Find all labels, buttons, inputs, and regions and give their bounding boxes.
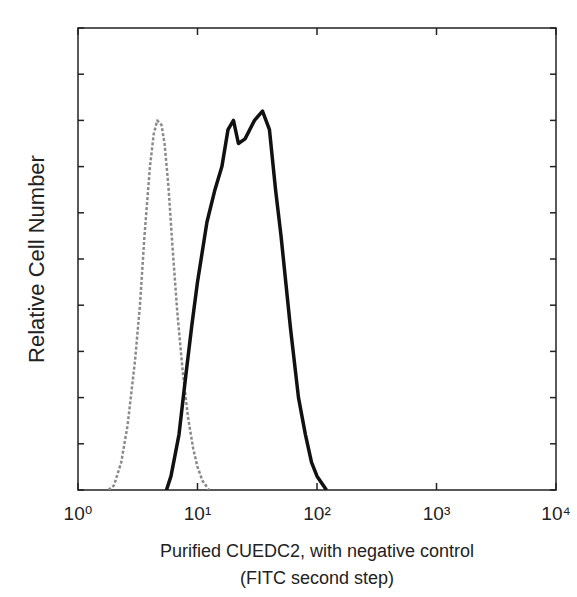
- y-tick-right: [550, 304, 556, 306]
- y-tick: [78, 212, 84, 214]
- x-tick-top: [197, 28, 199, 35]
- series-line: [166, 111, 326, 490]
- y-tick: [78, 73, 84, 75]
- x-axis-label: Purified CUEDC2, with negative control: [160, 541, 474, 561]
- x-tick-top: [555, 28, 557, 35]
- y-tick-right: [550, 351, 556, 353]
- y-tick-right: [550, 212, 556, 214]
- y-tick-right: [550, 258, 556, 260]
- y-tick-right: [550, 73, 556, 75]
- x-tick-label: 10²: [303, 503, 330, 524]
- x-tick-top: [316, 28, 318, 35]
- x-tick: [197, 483, 199, 490]
- y-tick: [78, 397, 84, 399]
- x-tick-label: 10⁴: [541, 503, 570, 524]
- plot-frame: [78, 28, 556, 490]
- y-tick-right: [550, 120, 556, 122]
- x-tick-label: 10¹: [184, 503, 211, 524]
- y-tick: [78, 120, 84, 122]
- x-tick: [316, 483, 318, 490]
- y-tick: [78, 258, 84, 260]
- y-axis-label: Relative Cell Number: [24, 155, 49, 363]
- x-tick: [555, 483, 557, 490]
- y-tick-right: [550, 489, 556, 491]
- plot-area: [109, 111, 327, 490]
- y-tick-right: [550, 443, 556, 445]
- y-tick-right: [550, 166, 556, 168]
- x-tick: [436, 483, 438, 490]
- y-tick: [78, 443, 84, 445]
- x-tick-top: [436, 28, 438, 35]
- y-tick: [78, 27, 84, 29]
- y-tick: [78, 304, 84, 306]
- x-tick: [77, 483, 79, 490]
- chart: 10⁰ 10¹ 10² 10³ 10⁴ Purified CUEDC2, with neg…: [0, 0, 577, 597]
- x-tick-label: 10⁰: [64, 503, 93, 524]
- y-tick-right: [550, 27, 556, 29]
- y-tick: [78, 166, 84, 168]
- x-tick-top: [77, 28, 79, 35]
- y-tick: [78, 489, 84, 491]
- y-tick: [78, 351, 84, 353]
- x-tick-label: 10³: [423, 503, 450, 524]
- y-tick-right: [550, 397, 556, 399]
- x-axis-label-2: (FITC second step): [240, 568, 394, 588]
